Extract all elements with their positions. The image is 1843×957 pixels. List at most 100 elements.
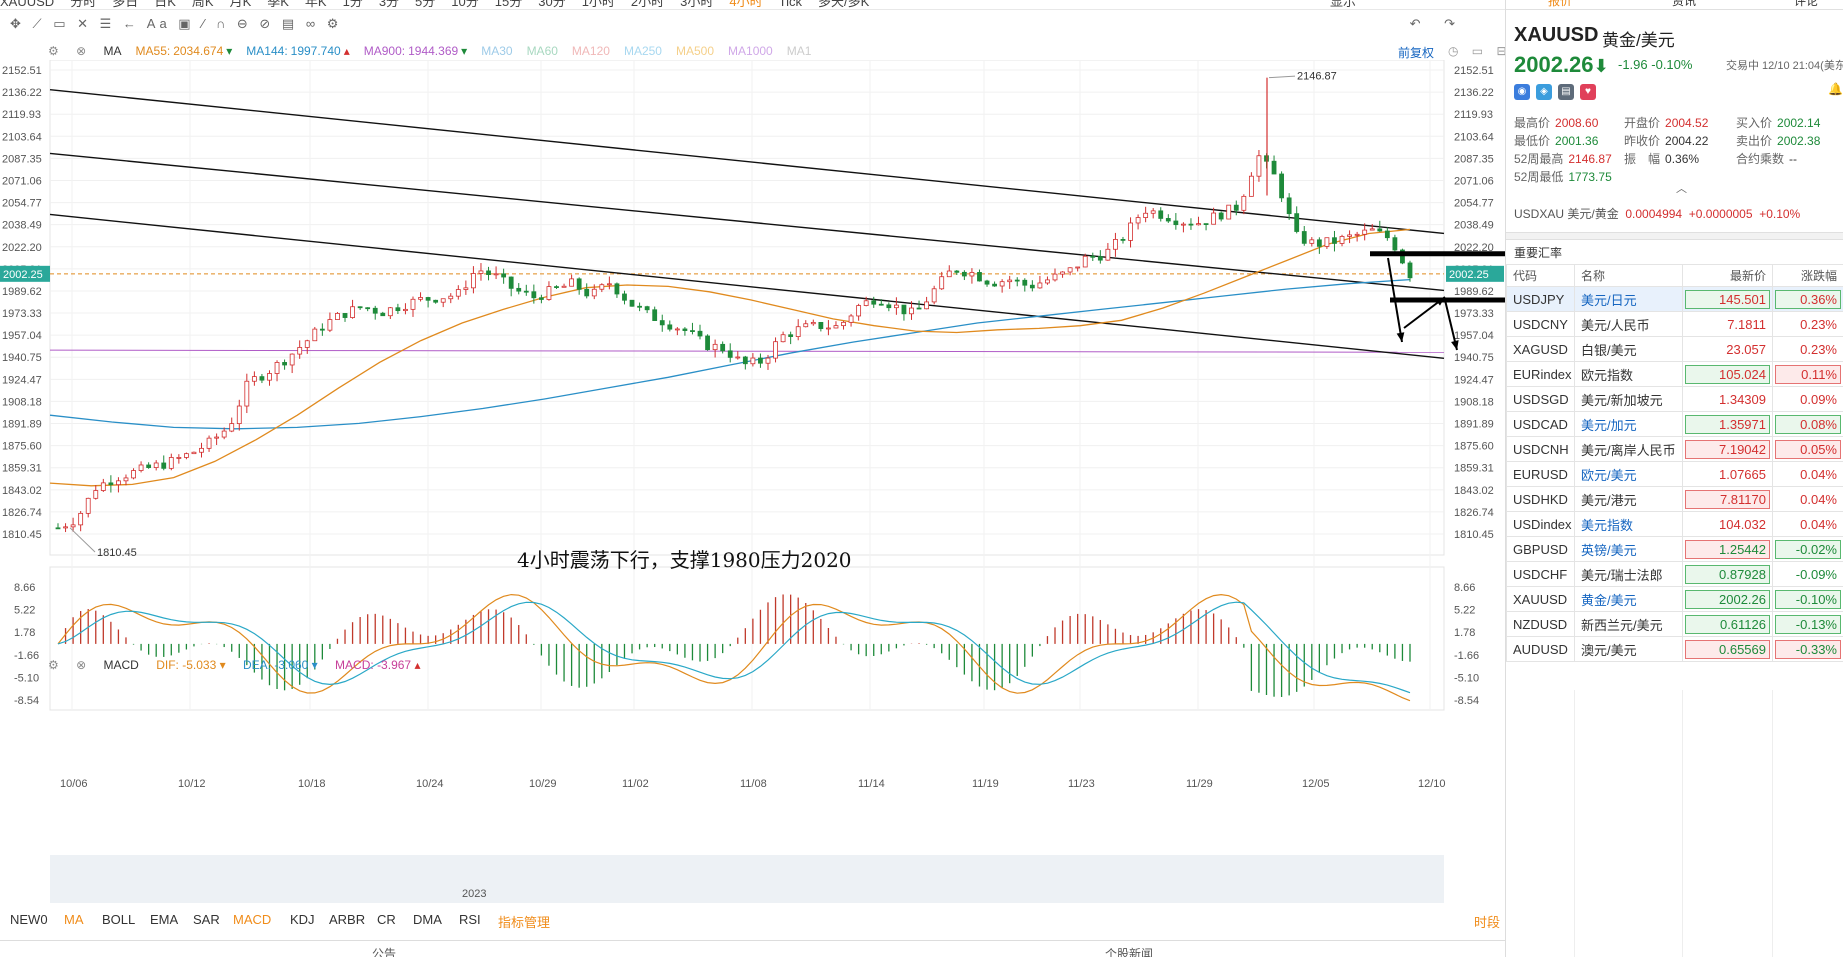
period-tab[interactable]: XAUUSD [0, 0, 55, 9]
indicator-tab[interactable]: NEW0 [10, 912, 48, 927]
macd-value: -3.967 [377, 658, 412, 672]
ma-name: MA60 [526, 44, 558, 58]
drawing-tools-icons[interactable]: ✥ ⟋ ▭ ✕ ☰ ← Aa ▣ ∕ ∩ ⊖ ⊘ ▤ ∞ ⚙ [10, 16, 343, 31]
display-menu[interactable]: 显示 [1330, 0, 1357, 9]
heart-icon[interactable]: ♥ [1580, 84, 1596, 100]
fx-row[interactable]: USDCNH 美元/离岸人民币 7.19042 0.05% [1506, 436, 1843, 462]
ma-item[interactable]: MA144: 1997.740 ▴ [246, 44, 349, 58]
indicator-tab[interactable]: CR [377, 912, 396, 927]
fx-row[interactable]: GBPUSD 英镑/美元 1.25442 -0.02% [1506, 536, 1843, 562]
period-tab[interactable]: 年K [304, 0, 327, 9]
chart-navigator[interactable] [50, 855, 1444, 903]
ma-item[interactable]: MA1 [787, 44, 812, 58]
fx-row[interactable]: NZDUSD 新西兰元/美元 0.61126 -0.13% [1506, 611, 1843, 637]
period-tab[interactable]: 4小时 [729, 0, 763, 9]
indicator-tab[interactable]: BOLL [102, 912, 136, 927]
fx-header[interactable]: 代码 [1506, 264, 1575, 287]
fx-header[interactable]: 名称 [1574, 264, 1683, 287]
candle-body [1029, 284, 1035, 289]
adjust-mode-button[interactable]: 前复权 [1398, 46, 1435, 60]
period-tab[interactable]: 30分 [538, 0, 566, 9]
announcement-tab[interactable]: 公告 [372, 947, 397, 957]
news-tab[interactable]: 个股新闻 [1105, 947, 1154, 957]
candle-body [969, 272, 975, 277]
document-icon[interactable]: ▤ [1558, 84, 1574, 100]
indicator-tab[interactable]: EMA [150, 912, 179, 927]
macd-tick-label: -1.66 [1454, 650, 1479, 662]
period-tab[interactable]: 多日 [112, 0, 139, 9]
quote-tab[interactable]: 评论 [1794, 0, 1819, 8]
related-quote[interactable]: USDXAU 美元/黄金 0.0004994 +0.0000005 +0.10% [1514, 207, 1801, 221]
period-tab[interactable]: 5分 [415, 0, 436, 9]
close-icon[interactable]: ⊗ [76, 44, 87, 58]
fx-row[interactable]: USDCNY 美元/人民币 7.1811 0.23% [1506, 311, 1843, 337]
indicator-tab[interactable]: RSI [459, 912, 481, 927]
ma-item[interactable]: MA250 [624, 44, 662, 58]
period-tab[interactable]: 15分 [494, 0, 523, 9]
period-tab[interactable]: 2小时 [630, 0, 665, 9]
period-tab[interactable]: 分时 [70, 0, 97, 9]
ma-item[interactable]: MA1000 [728, 44, 773, 58]
low-label: 1810.45 [97, 547, 137, 559]
fx-row[interactable]: AUDUSD 澳元/美元 0.65569 -0.33% [1506, 636, 1843, 662]
chart-control-icons[interactable]: ◷ ▭ ⊟ [1448, 44, 1512, 58]
fx-row[interactable]: USDCAD 美元/加元 1.35971 0.08% [1506, 411, 1843, 437]
ma-item[interactable]: MA900: 1944.369 ▾ [364, 44, 467, 58]
y-tick-label: 2136.22 [2, 87, 42, 99]
fx-row[interactable]: USDJPY 美元/日元 145.501 0.36% [1506, 286, 1843, 312]
ma-item[interactable]: MA500 [676, 44, 714, 58]
ma-item[interactable]: MA [104, 44, 122, 58]
candle-body [1211, 212, 1217, 225]
close-icon[interactable]: ⊗ [76, 658, 87, 672]
fx-row[interactable]: USDCHF 美元/瑞士法郎 0.87928 -0.09% [1506, 561, 1843, 587]
globe-icon[interactable]: ◉ [1514, 84, 1530, 100]
fx-row[interactable]: USDSGD 美元/新加坡元 1.34309 0.09% [1506, 386, 1843, 412]
indicator-tab[interactable]: SAR [193, 912, 220, 927]
indicator-tab[interactable]: ARBR [329, 912, 366, 927]
indicator-manage-button[interactable]: 指标管理 [498, 915, 551, 930]
fx-header[interactable]: 最新价 [1682, 264, 1773, 287]
fx-row[interactable]: XAUUSD 黄金/美元 2002.26 -0.10% [1506, 586, 1843, 612]
period-tab[interactable]: 10分 [451, 0, 479, 9]
indicator-tab[interactable]: MA [64, 912, 84, 927]
period-tab[interactable]: Tick [778, 0, 802, 9]
ma-item[interactable]: MA60 [527, 44, 558, 58]
ma-item[interactable]: MA120 [572, 44, 610, 58]
fx-header[interactable]: 涨跌幅 [1772, 264, 1843, 287]
settings-icon[interactable]: ⚙ [48, 658, 59, 672]
collapse-chevron-icon[interactable]: ︿ [1676, 183, 1687, 195]
y-tick-label: 2071.06 [1454, 175, 1494, 187]
fx-row[interactable]: USDindex 美元指数 104.032 0.04% [1506, 511, 1843, 537]
macd-label[interactable]: MACD [103, 658, 139, 672]
price-chart[interactable]: 2152.51 2152.51 2136.22 2136.22 2119.93 2119.… [0, 60, 1505, 855]
indicator-tab[interactable]: DMA [413, 912, 442, 927]
indicator-tab[interactable]: KDJ [290, 912, 315, 927]
period-tab[interactable]: 周K [191, 0, 214, 9]
bell-icon[interactable]: 🔔 [1828, 82, 1843, 96]
period-tab[interactable]: 1分 [342, 0, 363, 9]
period-button[interactable]: 时段 [1474, 915, 1501, 930]
quote-tab[interactable]: 资讯 [1672, 0, 1697, 8]
fx-row[interactable]: XAGUSD 白银/美元 23.057 0.23% [1506, 336, 1843, 362]
fx-row[interactable]: USDHKD 美元/港元 7.81170 0.04% [1506, 486, 1843, 512]
period-tab[interactable]: 3分 [378, 0, 400, 9]
undo-redo-icons[interactable]: ↶ ↷ [1409, 16, 1465, 31]
period-tab[interactable]: 日K [154, 0, 176, 9]
period-tab[interactable]: 月K [229, 0, 252, 9]
settings-icon[interactable]: ⚙ [48, 44, 59, 58]
period-tab[interactable]: 多天/多K [817, 0, 870, 9]
period-tab[interactable]: 1小时 [581, 0, 615, 9]
candle-body [372, 307, 378, 314]
fx-row[interactable]: EURindex 欧元指数 105.024 0.11% [1506, 361, 1843, 387]
indicator-tab[interactable]: MACD [233, 912, 272, 927]
ma-item[interactable]: MA55: 2034.674 ▾ [136, 44, 233, 58]
candle-body [584, 288, 590, 297]
period-tab[interactable]: 3小时 [680, 0, 714, 9]
period-tab[interactable]: 季K [267, 0, 289, 9]
fx-row[interactable]: EURUSD 欧元/美元 1.07665 0.04% [1506, 461, 1843, 487]
ma-item[interactable]: MA30 [481, 44, 512, 58]
quote-tab[interactable]: 报价 [1548, 0, 1573, 8]
candle-body [357, 306, 363, 309]
candle-body [433, 299, 439, 303]
tag-icon[interactable]: ◈ [1536, 84, 1552, 100]
